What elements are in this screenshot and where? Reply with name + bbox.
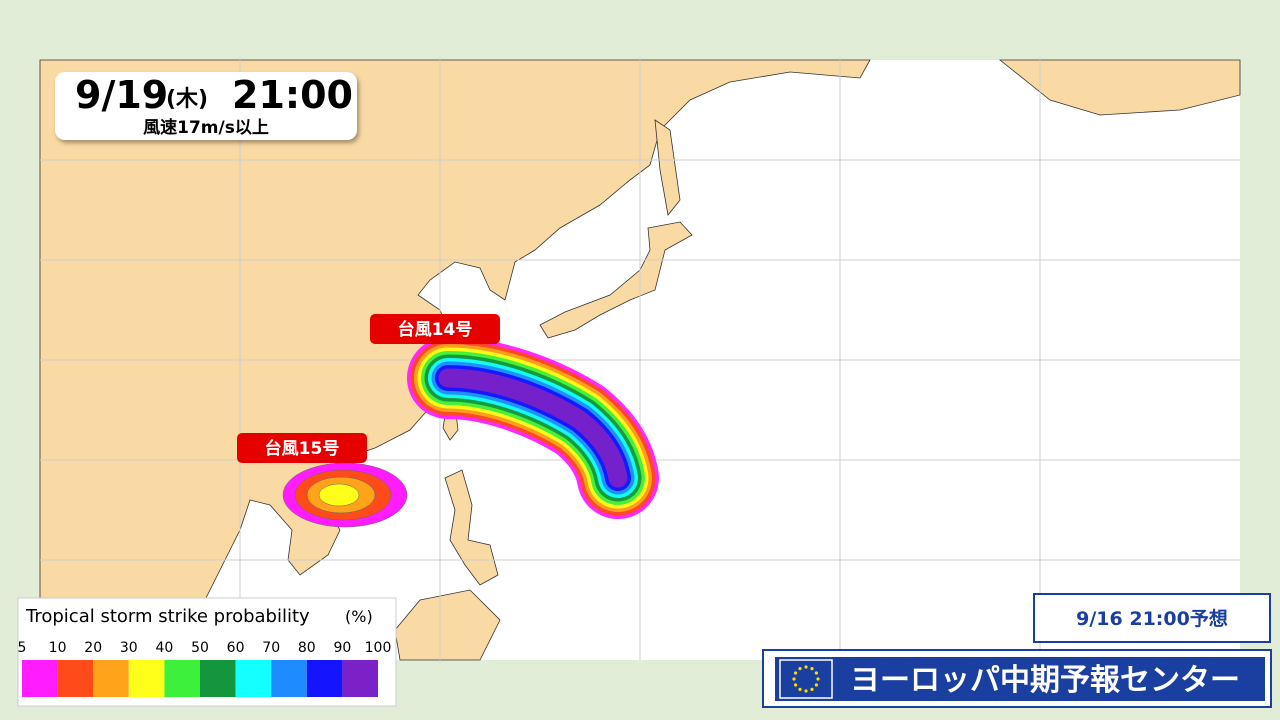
eu-star bbox=[816, 677, 820, 681]
legend-tick: 90 bbox=[333, 640, 351, 656]
legend-unit: (%) bbox=[345, 607, 373, 626]
legend-tick: 10 bbox=[49, 640, 67, 656]
subtitle: 風速17m/s以上 bbox=[143, 117, 269, 138]
eu-star bbox=[792, 677, 796, 681]
legend-tick: 60 bbox=[227, 640, 245, 656]
legend-swatch bbox=[22, 660, 58, 697]
typhoon-label-bg bbox=[370, 314, 500, 344]
source-bg bbox=[775, 657, 1265, 701]
eu-stars bbox=[792, 665, 820, 693]
legend-tick: 100 bbox=[365, 640, 392, 656]
eu-star bbox=[804, 689, 808, 693]
legend-swatch bbox=[128, 660, 165, 697]
date-box-bg bbox=[55, 72, 357, 140]
sakhalin bbox=[654, 119, 681, 216]
legend-tick: 5 bbox=[18, 640, 27, 656]
typhoon-label: 台風15号 bbox=[265, 438, 340, 459]
issued: 9/16 21:00予想 bbox=[1076, 607, 1228, 630]
legend-tick: 30 bbox=[120, 640, 138, 656]
legend-swatch bbox=[57, 660, 94, 697]
probability-band bbox=[318, 483, 360, 507]
typhoon-label-bg bbox=[237, 433, 367, 463]
kamchatka bbox=[998, 59, 1241, 116]
legend-tick: 20 bbox=[84, 640, 102, 656]
map bbox=[39, 59, 1241, 661]
typhoon-label: 台風14号 bbox=[398, 319, 473, 340]
date-box bbox=[55, 72, 357, 140]
eu-star bbox=[814, 671, 818, 675]
eu-star bbox=[810, 687, 814, 691]
eu-star bbox=[794, 683, 798, 687]
eu-star bbox=[798, 687, 802, 691]
legend-swatch bbox=[235, 660, 272, 697]
legend-tick: 70 bbox=[262, 640, 280, 656]
eu-star bbox=[814, 683, 818, 687]
legend-swatch bbox=[271, 660, 307, 697]
eu-star bbox=[810, 667, 814, 671]
legend-swatch bbox=[93, 660, 129, 697]
storms bbox=[282, 337, 659, 528]
source: ヨーロッパ中期予報センター bbox=[850, 663, 1240, 698]
weekday: (木) bbox=[166, 87, 208, 112]
date: 9/19 bbox=[75, 73, 168, 117]
eu-star bbox=[794, 671, 798, 675]
legend-swatch bbox=[342, 660, 378, 697]
legend-tick: 50 bbox=[191, 640, 209, 656]
legend-tick: 40 bbox=[155, 640, 173, 656]
eu-star bbox=[804, 665, 808, 669]
japan bbox=[539, 221, 693, 339]
legend-swatch bbox=[164, 660, 200, 697]
time: 21:00 bbox=[232, 73, 353, 117]
legend-scale: 5 10 20 30 40 50 60 70 80 90 100 bbox=[18, 640, 392, 697]
philippines bbox=[444, 469, 499, 586]
legend-swatch bbox=[306, 660, 343, 697]
eu-star bbox=[798, 667, 802, 671]
legend-swatch bbox=[200, 660, 236, 697]
legend-tick: 80 bbox=[298, 640, 316, 656]
legend-title: Tropical storm strike probability bbox=[25, 606, 310, 627]
probability-band bbox=[438, 368, 628, 488]
issued-box bbox=[1033, 593, 1271, 643]
